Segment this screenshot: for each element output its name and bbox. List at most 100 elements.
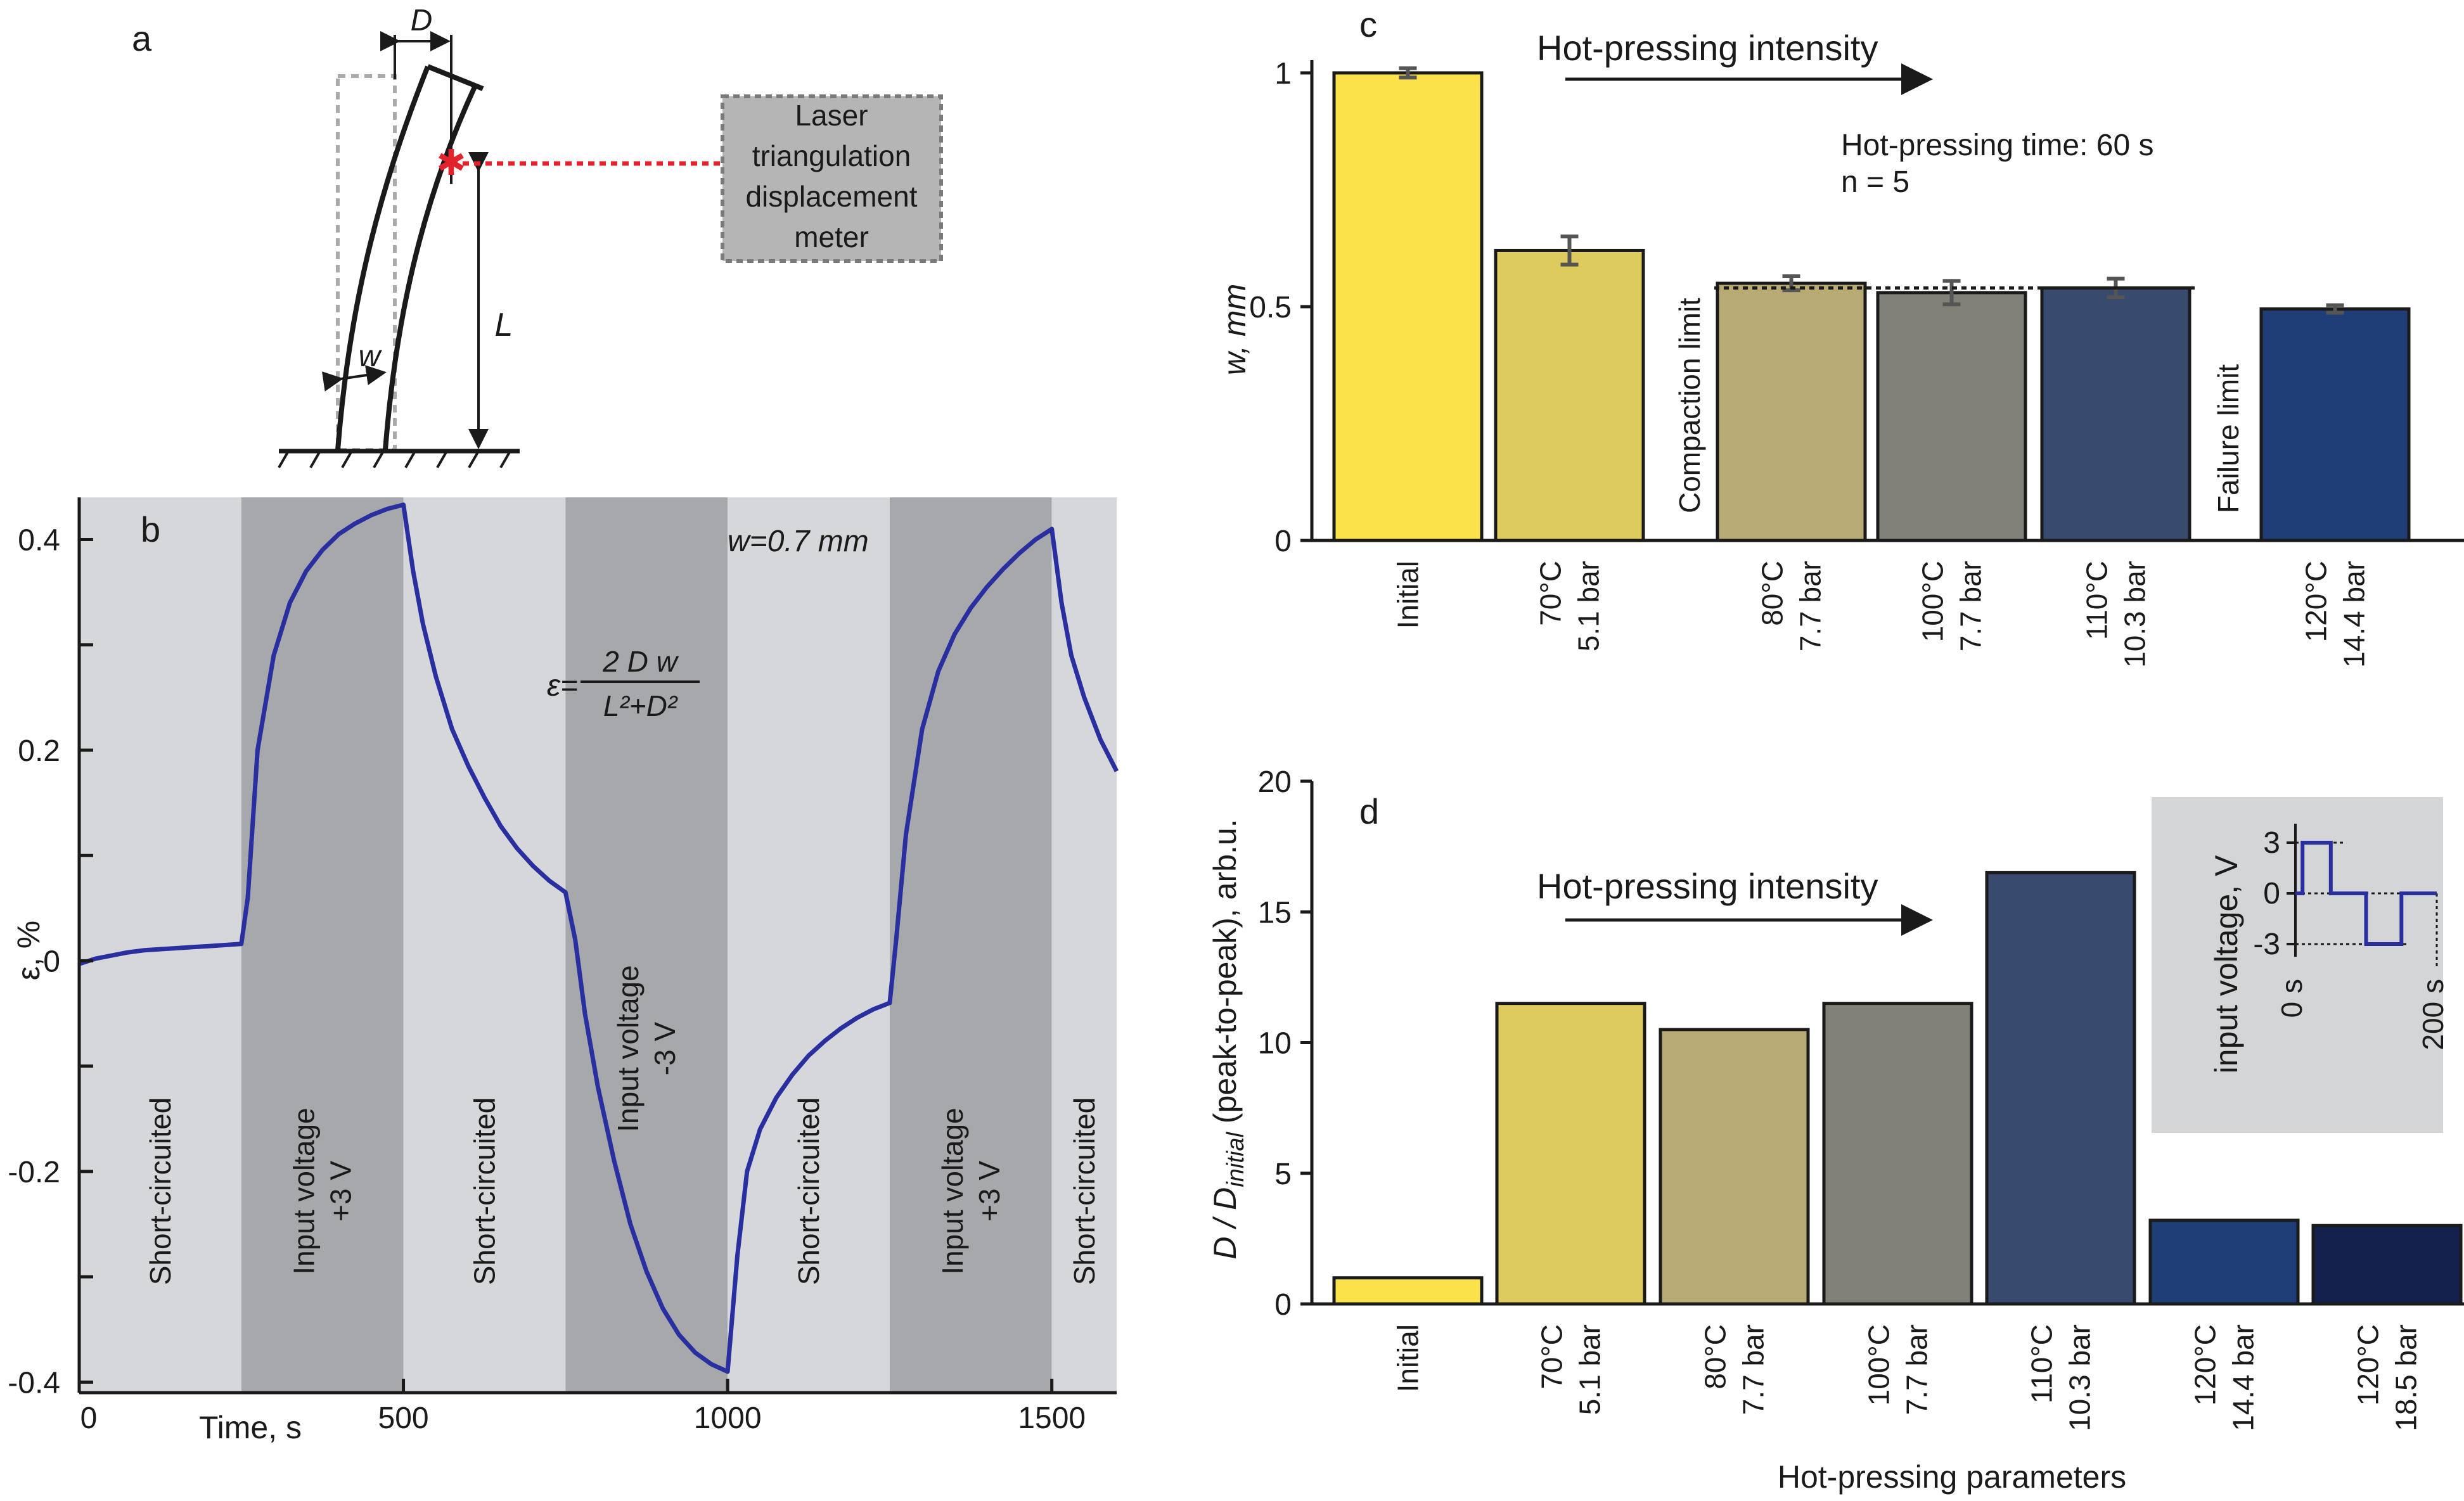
y-tick-label: 0 — [1274, 1288, 1292, 1322]
phase-label: Input voltage — [936, 1108, 969, 1274]
phase-label: +3 V — [973, 1161, 1006, 1222]
d-label: D — [411, 4, 433, 37]
w-annotation: w=0.7 mm — [728, 525, 869, 558]
strain-series-line — [78, 502, 1119, 1374]
inset-voltage-waveform — [2295, 841, 2437, 946]
y-tick-label: 0 — [1274, 525, 1292, 558]
x-tick-label: 500 — [378, 1402, 429, 1435]
x-category-label: 7.7 bar — [1901, 1324, 1934, 1415]
panel-c-label: c — [1359, 4, 1377, 44]
phase-label: Input voltage — [612, 965, 645, 1132]
panel-b: Short-circuited Input voltage +3 V Short-ci… — [8, 497, 1119, 1445]
y-tick-label: 15 — [1258, 896, 1292, 929]
intensity-label: Hot-pressing intensity — [1537, 866, 1878, 906]
bar — [1716, 281, 1867, 542]
x-category-label: 120°C — [2189, 1324, 2222, 1405]
laser-box-line-3: displacement — [745, 180, 917, 213]
y-axis-title: D / Dinitial (peak-to-peak), arb.u. — [1207, 819, 1249, 1259]
x-category-label: 110°C — [2081, 561, 2114, 640]
bar — [1495, 1002, 1646, 1306]
panel-d-label: d — [1359, 791, 1379, 831]
phase-label: Input voltage — [288, 1108, 321, 1274]
info-text: n = 5 — [1841, 165, 1909, 199]
phase-label: Short-circuited — [792, 1097, 825, 1286]
bar — [1494, 248, 1645, 542]
phase-label: Short-circuited — [468, 1097, 501, 1286]
formula-denominator: L²+D² — [603, 689, 678, 722]
laser-box-line-1: Laser — [795, 99, 868, 132]
x-category-label: 7.7 bar — [1794, 561, 1827, 651]
bar — [2259, 307, 2411, 542]
info-text: Hot-pressing time: 60 s — [1841, 129, 2154, 162]
x-category-label: 5.1 bar — [1574, 1324, 1607, 1415]
beam-tip — [427, 64, 484, 91]
y-tick-label: 0.5 — [1249, 291, 1292, 324]
phase-band — [728, 497, 890, 1393]
phase-label: Short-circuited — [144, 1097, 177, 1286]
inset-x-tick-label: 200 s — [2416, 979, 2449, 1051]
w-dimension-arrow — [321, 365, 387, 392]
phase-label: Short-circuited — [1068, 1097, 1101, 1286]
x-category-label: 110°C — [2025, 1324, 2058, 1403]
bar — [1985, 871, 2136, 1306]
l-label: L — [495, 307, 513, 343]
x-tick-label: 1500 — [1018, 1402, 1086, 1435]
bar — [1659, 1028, 1810, 1306]
x-axis-title: Hot-pressing parameters — [1778, 1459, 2126, 1495]
intensity-label: Hot-pressing intensity — [1537, 28, 1878, 68]
x-category-label: 120°C — [2300, 561, 2333, 642]
inset-y-tick-label: 0 — [2263, 877, 2280, 910]
bar — [1332, 1276, 1484, 1306]
x-category-label: 70°C — [1534, 561, 1567, 626]
x-category-label: 80°C — [1756, 561, 1789, 626]
bar — [2311, 1223, 2463, 1306]
x-category-label: 14.4 bar — [2338, 561, 2371, 668]
laser-box-line-2: triangulation — [752, 139, 911, 172]
phase-band — [241, 497, 404, 1393]
y-tick-label: -0.2 — [8, 1156, 60, 1189]
y-title-tail: (peak-to-peak), arb.u. — [1207, 819, 1243, 1132]
beam-right-edge — [383, 84, 478, 450]
phase-band — [889, 497, 1052, 1393]
bar — [1822, 1002, 1973, 1306]
x-tick-label: 1000 — [694, 1402, 762, 1435]
y-tick-label: 0.2 — [18, 734, 60, 768]
phase-band — [565, 497, 728, 1393]
bar — [2148, 1218, 2300, 1306]
x-tick-label: 0 — [80, 1402, 98, 1435]
x-category-label: Initial — [1392, 561, 1425, 629]
panel-b-label: b — [141, 509, 160, 549]
laser-meter-box — [721, 94, 943, 263]
bar — [1876, 291, 2027, 542]
phase-band — [1051, 497, 1117, 1393]
x-category-label: 100°C — [1916, 561, 1949, 642]
x-category-label: 10.3 bar — [2063, 1324, 2096, 1431]
y-axis-title: w, mm — [1217, 284, 1252, 375]
formula-numerator: 2 D w — [602, 645, 679, 678]
y-tick-label: 1 — [1274, 57, 1292, 91]
x-axis-title: Time, s — [199, 1410, 302, 1445]
inset-x-tick-label: 0 s — [2275, 979, 2308, 1018]
laser-spot-icon: ✱ — [437, 143, 466, 182]
inset-y-title: input voltage, V — [2209, 855, 2244, 1073]
y-tick-label: 20 — [1258, 765, 1292, 799]
inset-y-tick-label: 3 — [2263, 826, 2280, 860]
bar — [1332, 71, 1484, 542]
inset-y-tick-label: -3 — [2253, 928, 2280, 961]
x-category-label: 120°C — [2352, 1324, 2385, 1405]
y-tick-label: 5 — [1274, 1158, 1292, 1191]
x-category-label: 14.4 bar — [2227, 1324, 2260, 1431]
y-axis-title: ε, % — [11, 921, 46, 981]
x-category-label: 18.5 bar — [2390, 1324, 2423, 1431]
x-category-label: 80°C — [1699, 1324, 1732, 1389]
w-label: w — [359, 340, 383, 373]
panel-a-label: a — [132, 18, 152, 58]
x-category-label: 70°C — [1536, 1324, 1569, 1389]
compaction-limit-label: Compaction limit — [1673, 298, 1706, 513]
x-category-label: 10.3 bar — [2119, 561, 2152, 668]
inset-background — [2152, 797, 2443, 1133]
x-category-label: 7.7 bar — [1954, 561, 1987, 651]
